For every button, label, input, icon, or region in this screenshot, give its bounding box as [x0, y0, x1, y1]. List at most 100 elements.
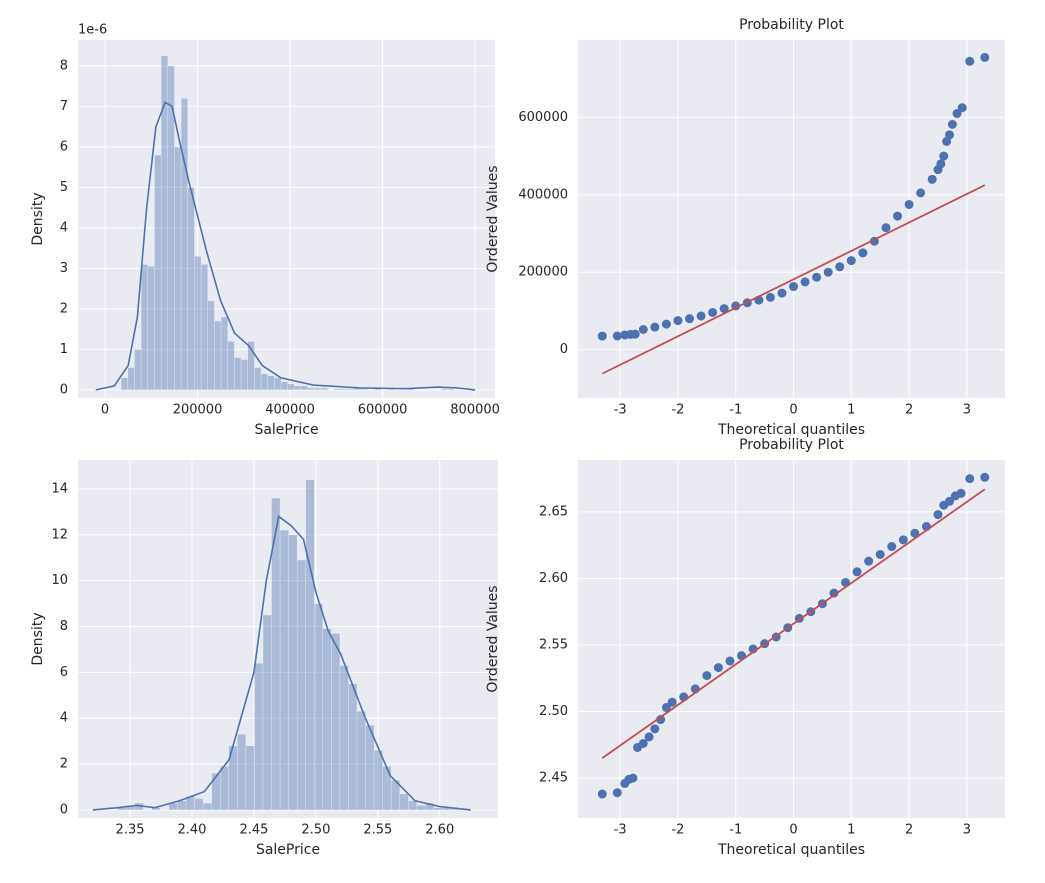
scatter-point [612, 331, 622, 341]
subplot: -3 -2 -1 0 1 2 3 0 200000 400000 600000 Probability… [485, 17, 1005, 438]
scatter-point [638, 324, 648, 334]
y-axis-label: Density [30, 612, 46, 665]
histogram-bar [194, 256, 202, 391]
x-tick-label: 400000 [265, 403, 315, 418]
y-tick-label: 2.55 [539, 637, 568, 652]
y-tick-label: 4 [60, 711, 68, 726]
histogram-bar [177, 800, 187, 811]
y-axis-label: Ordered Values [485, 585, 501, 692]
y-tick-label: 600000 [518, 110, 568, 125]
y-tick-label: 6 [60, 665, 68, 680]
histogram-bar [254, 662, 264, 811]
histogram-bar [287, 383, 295, 391]
histogram-bar [320, 387, 328, 391]
y-tick-label: 200000 [518, 265, 568, 280]
histogram-bar [433, 807, 443, 811]
scatter-point [777, 288, 787, 298]
y-tick-label: 10 [51, 573, 68, 588]
scatter-point [947, 119, 957, 129]
histogram-bar [416, 805, 426, 811]
histogram-bar [202, 802, 212, 811]
histogram-bar [294, 385, 302, 391]
subplot: 0 200000 400000 600000 800000 0 1 2 3 4 5 6 7 8 SalePr… [30, 23, 500, 439]
histogram-bar [147, 266, 155, 391]
x-tick-label: 2.40 [178, 823, 207, 838]
y-tick-label: 3 [60, 261, 68, 276]
subplot: 2.35 2.40 2.45 2.50 2.55 2.60 0 2 4 6 8 10 12 14 SaleP… [30, 460, 498, 858]
histogram-bar [234, 357, 242, 391]
scatter-point [957, 103, 967, 113]
histogram-bar [307, 387, 315, 391]
scatter-point [875, 549, 885, 559]
scatter-point [667, 697, 677, 707]
scatter-point [980, 52, 990, 62]
scatter-point [725, 656, 735, 666]
x-tick-label: 600000 [358, 403, 408, 418]
y-tick-label: 1 [60, 342, 68, 357]
histogram-bar [194, 798, 204, 811]
scatter-point [800, 277, 810, 287]
scatter-point [628, 773, 638, 783]
histogram-bar [296, 559, 306, 811]
y-axis-label: Ordered Values [485, 165, 501, 272]
scatter-point [898, 535, 908, 545]
scatter-point [597, 331, 607, 341]
scatter-point [933, 510, 943, 520]
y-tick-label: 2 [60, 757, 68, 772]
x-tick-label: 0 [789, 823, 797, 838]
x-axis-label: SalePrice [254, 422, 318, 438]
plot-background [78, 40, 495, 398]
scatter-point [939, 151, 949, 161]
y-tick-label: 4 [60, 220, 68, 235]
scatter-point [597, 789, 607, 799]
scatter-point [980, 472, 990, 482]
y-tick-label: 14 [51, 481, 68, 496]
y-tick-label: 0 [60, 802, 68, 817]
histogram-bar [220, 316, 229, 391]
scatter-point [927, 174, 937, 184]
histogram-bar [260, 373, 268, 391]
histogram-bar [440, 388, 448, 391]
scatter-point [965, 56, 975, 66]
scatter-point [881, 223, 891, 233]
scatter-point [661, 319, 671, 329]
x-tick-label: 2.60 [425, 823, 454, 838]
x-tick-label: -1 [729, 823, 742, 838]
chart-title: Probability Plot [739, 437, 844, 453]
histogram-bar [279, 529, 289, 811]
scatter-point [823, 267, 833, 277]
x-axis-label: Theoretical quantiles [717, 842, 865, 858]
histogram-bar [187, 187, 195, 391]
histogram-bar [365, 724, 375, 811]
x-tick-label: 2 [905, 403, 913, 418]
x-axis-label: SalePrice [256, 842, 320, 858]
histogram-bar [127, 367, 135, 391]
histogram-bar [267, 375, 275, 391]
y-tick-label: 7 [60, 99, 68, 114]
histogram-bar [347, 388, 355, 391]
scatter-point [956, 488, 966, 498]
histogram-bar [262, 614, 272, 811]
histogram-bar [399, 793, 409, 811]
x-tick-label: 2 [905, 823, 913, 838]
histogram-bar [408, 800, 418, 811]
scatter-point [650, 322, 660, 332]
plot-background [578, 40, 1005, 398]
scatter-point [685, 314, 695, 324]
scatter-point [864, 556, 874, 566]
y-tick-label: 2 [60, 301, 68, 316]
histogram-bar [314, 603, 324, 811]
histogram-bar [240, 359, 249, 391]
scatter-point [965, 474, 975, 484]
x-axis-label: Theoretical quantiles [717, 422, 865, 438]
scatter-point [829, 588, 839, 598]
histogram-bar [174, 146, 182, 391]
histogram-bar [227, 341, 235, 391]
fit-line [601, 184, 986, 375]
histogram-bar [237, 734, 247, 811]
kde-line [95, 101, 476, 391]
histogram-bar [331, 633, 341, 811]
kde-line [92, 515, 471, 811]
histogram-bar [340, 388, 348, 391]
histogram-bar [154, 154, 162, 391]
